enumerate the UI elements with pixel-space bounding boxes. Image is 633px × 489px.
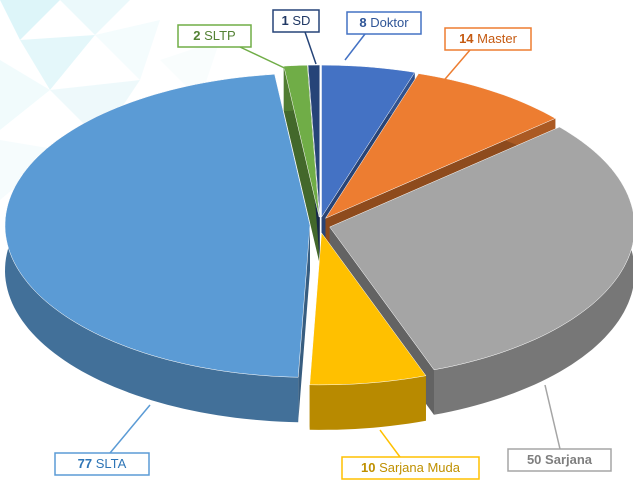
data-label: 77 SLTA — [78, 456, 127, 471]
background-pattern — [0, 0, 220, 200]
data-label: 1 SD — [282, 13, 311, 28]
data-label: 10 Sarjana Muda — [361, 460, 461, 475]
data-label: 14 Master — [459, 31, 517, 46]
leader-line — [239, 46, 294, 73]
leader-line — [544, 384, 561, 450]
leader-line — [439, 49, 471, 86]
label-value: 8 — [359, 15, 366, 30]
label-name: Master — [477, 31, 517, 46]
data-labels: 8 Doktor 14 Master 50 Sarjana 10 Sarjana Mu… — [54, 9, 612, 480]
data-label: 8 Doktor — [359, 15, 409, 30]
pie-slice — [324, 73, 556, 219]
label-box — [341, 456, 480, 480]
label-value: 50 — [527, 452, 541, 467]
pie-slice — [329, 126, 633, 371]
leader-line — [344, 33, 366, 61]
label-box — [444, 27, 532, 51]
label-box — [177, 24, 252, 48]
slice-wall — [283, 66, 320, 263]
pie-slice — [283, 64, 320, 218]
slice-side — [434, 127, 633, 415]
slice-side — [309, 375, 426, 430]
label-name: Sarjana Muda — [379, 460, 461, 475]
label-value: 10 — [361, 460, 375, 475]
data-label: 50 Sarjana — [527, 452, 593, 467]
label-box — [54, 452, 150, 476]
label-box — [272, 9, 320, 33]
leader-line — [304, 31, 317, 65]
pie-slice — [4, 74, 311, 378]
leader-line — [379, 429, 401, 458]
pie-slice — [307, 64, 321, 218]
label-name: SD — [292, 13, 310, 28]
label-value: 1 — [282, 13, 289, 28]
data-label: 2 SLTP — [193, 28, 235, 43]
label-name: SLTP — [204, 28, 236, 43]
label-name: Sarjana — [545, 452, 593, 467]
pie-slice — [321, 64, 416, 218]
leader-line — [109, 404, 151, 454]
pie-tops — [4, 64, 633, 386]
label-value: 77 — [78, 456, 92, 471]
label-box — [346, 11, 422, 35]
label-name: Doktor — [370, 15, 409, 30]
pie-slice — [309, 232, 427, 386]
label-value: 2 — [193, 28, 200, 43]
slice-wall — [298, 225, 311, 423]
label-value: 14 — [459, 31, 474, 46]
label-box — [507, 448, 612, 472]
label-name: SLTA — [96, 456, 127, 471]
